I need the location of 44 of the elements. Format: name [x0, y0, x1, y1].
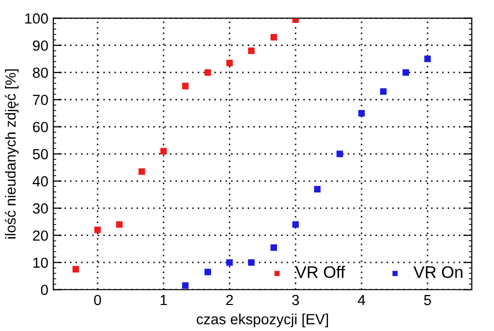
y-axis-title: ilość nieudanych zdjęć [%] [4, 69, 19, 238]
point [204, 69, 212, 76]
x-tick-label: 0 [94, 294, 102, 306]
point [402, 69, 410, 76]
point [204, 268, 212, 276]
x-tick-label: 4 [358, 295, 366, 306]
point [94, 226, 101, 234]
y-tick-label: 40 [32, 176, 48, 186]
legend-label: VR On [413, 266, 462, 278]
y-tick-label: 90 [32, 40, 48, 51]
x-tick-label: 3 [292, 294, 299, 306]
y-tick-label: 10 [33, 258, 48, 268]
point [226, 60, 233, 66]
point [358, 110, 365, 116]
point [336, 150, 344, 158]
y-tick-label: 0 [40, 284, 48, 296]
y-tick-label: 80 [32, 68, 48, 78]
point [270, 244, 278, 251]
point [380, 88, 387, 95]
x-tick-label: 5 [424, 295, 431, 306]
y-tick-label: 100 [25, 13, 48, 24]
point [182, 282, 189, 289]
y-tick-label: 20 [33, 230, 48, 241]
point [182, 82, 189, 90]
point [424, 56, 431, 62]
point [138, 168, 146, 175]
point [248, 259, 255, 266]
x-axis-title: czas ekspozycji [EV] [196, 314, 328, 328]
point [292, 18, 299, 23]
point [160, 148, 167, 154]
legend-label: VR Off [295, 266, 346, 278]
y-tick-label: 50 [32, 149, 48, 160]
x-tick-label: 1 [160, 295, 167, 306]
y-tick-label: 60 [33, 122, 48, 132]
point [314, 186, 321, 192]
point [72, 266, 80, 273]
point [116, 221, 123, 228]
y-tick-label: 70 [33, 94, 48, 106]
point [248, 48, 255, 54]
point [226, 259, 233, 266]
point [270, 34, 278, 40]
point [292, 221, 299, 228]
x-tick-label: 2 [226, 294, 233, 306]
y-tick-label: 30 [32, 203, 48, 214]
